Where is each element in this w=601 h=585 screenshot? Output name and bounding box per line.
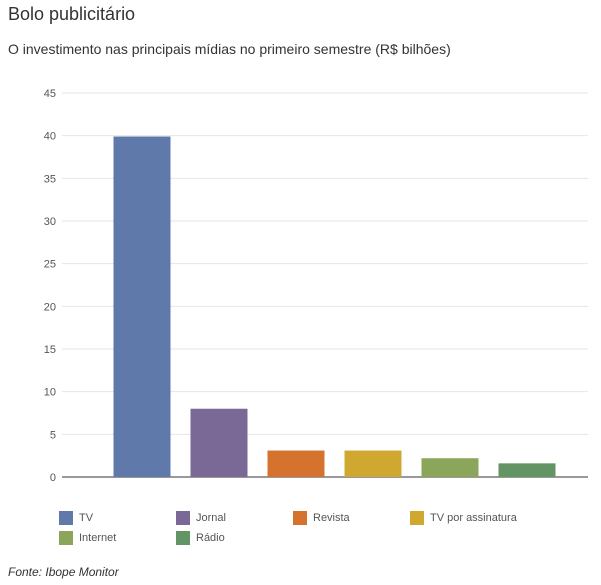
chart-legend: TV Jornal Revista TV por assinatura Internet…	[59, 510, 579, 545]
legend-label: Internet	[79, 531, 117, 544]
bar-internet[interactable]	[421, 458, 479, 477]
y-tick-label: 15	[44, 344, 56, 356]
y-tick-label: 40	[44, 131, 56, 143]
y-tick-label: 20	[44, 301, 56, 313]
legend-item[interactable]: Internet	[59, 530, 176, 545]
bar-chart: 0 5 10 15 20 25 30 35 40 45	[44, 88, 588, 484]
legend-item[interactable]: TV	[59, 510, 176, 525]
y-tick-label: 35	[44, 173, 56, 185]
legend-label: Rádio	[196, 531, 225, 544]
legend-item[interactable]: Revista	[293, 510, 410, 525]
chart-subtitle: O investimento nas principais mídias no …	[8, 41, 451, 57]
legend-swatch	[59, 530, 73, 545]
y-tick-label: 45	[44, 88, 56, 100]
bar-jornal[interactable]	[190, 408, 248, 477]
legend-item[interactable]: Rádio	[176, 530, 293, 545]
bar-tv-por-assinatura[interactable]	[344, 450, 402, 477]
source-note: Fonte: Ibope Monitor	[8, 565, 119, 579]
legend-item[interactable]: Jornal	[176, 510, 293, 525]
y-tick-label: 5	[50, 429, 56, 441]
bar-tv[interactable]	[113, 136, 171, 477]
y-tick-label: 30	[44, 216, 56, 228]
chart-title: Bolo publicitário	[8, 4, 136, 24]
legend-swatch	[410, 510, 424, 525]
legend-label: TV	[79, 511, 94, 524]
legend-swatch	[176, 510, 190, 525]
legend-label: Jornal	[196, 511, 226, 524]
legend-label: TV por assinatura	[430, 511, 517, 524]
y-tick-label: 10	[44, 387, 56, 399]
legend-swatch	[293, 510, 307, 525]
legend-swatch	[59, 510, 73, 525]
bar-layer	[113, 136, 556, 477]
bar-rádio[interactable]	[498, 463, 556, 477]
bar-revista[interactable]	[267, 450, 325, 477]
y-tick-label: 25	[44, 259, 56, 271]
legend-swatch	[176, 530, 190, 545]
legend-label: Revista	[313, 511, 350, 524]
y-tick-label: 0	[50, 472, 56, 484]
legend-item[interactable]: TV por assinatura	[410, 510, 550, 525]
